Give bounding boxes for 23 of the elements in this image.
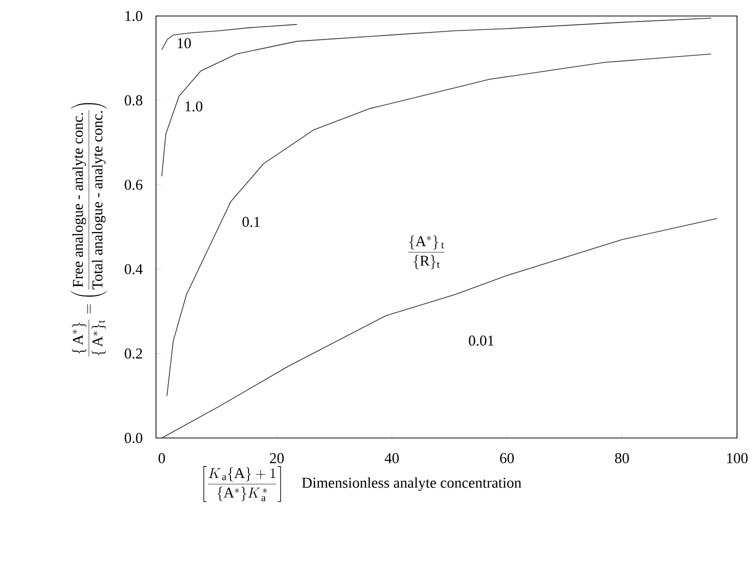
x-axis-title: $\left[\frac{K_{\,\mathrm{a}}\{\mathrm{A}\}+1}{\{\mathrm{A}^{*}\}K_{\,\mathrm{a}}^{\,*}}\right]\quad\mbox{Dimensionless analyte concentration}$ xyxy=(203,466,522,502)
series-label: 10 xyxy=(178,38,191,48)
series-label: 1.0 xyxy=(186,101,202,112)
y-tick-label: 0.0 xyxy=(124,432,142,444)
y-tick-label: 0.4 xyxy=(124,264,143,274)
x-tick-label: 20 xyxy=(270,453,284,464)
y-tick-label: 0.8 xyxy=(124,95,142,106)
x-tick-label: 0 xyxy=(158,453,165,464)
line-series xyxy=(161,24,298,50)
y-tick-label: 1.0 xyxy=(125,10,142,22)
x-tick-label: 40 xyxy=(384,453,399,464)
x-tick-label: 100 xyxy=(727,453,748,464)
x-tick-label: 80 xyxy=(615,453,629,464)
x-tick-label: 60 xyxy=(500,453,514,464)
y-tick-label: 0.6 xyxy=(124,180,142,190)
series-label: 0.1 xyxy=(242,216,260,227)
line-series xyxy=(161,218,718,438)
legend-title: $\frac{\{\mathrm{A}^{*}\}_{\,\mathrm{t}}}{\{\mathrm{R}\}_{\mathrm{t}}}$ xyxy=(408,235,445,270)
text: 0.01 xyxy=(468,336,494,346)
y-axis-title: $\frac{\{\,\mathrm{A}^{*}\}}{\{\,\mathrm{A}^{*}\}_{\mathrm{t}}}=\left(\frac{\mbox{Free analogue - analyte conc.}}{\mbox{Total analogue - analyte conc.}}\right)$ xyxy=(70,103,107,357)
y-tick-label: 0.2 xyxy=(124,348,142,359)
line-series xyxy=(161,18,712,177)
line-series xyxy=(166,54,712,396)
